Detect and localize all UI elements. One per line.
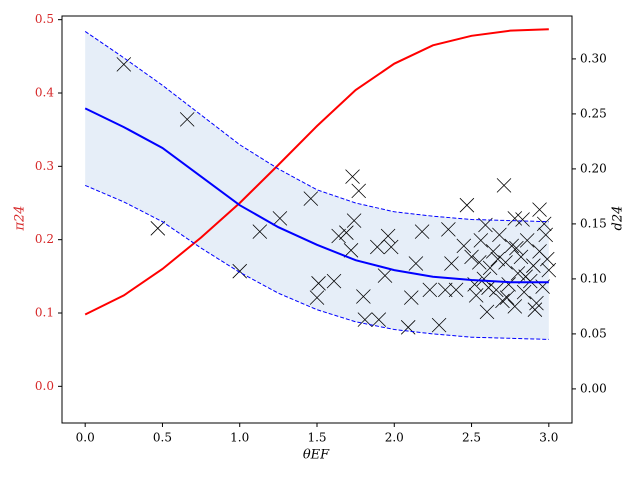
scatter-point	[464, 249, 479, 265]
scatter-point	[496, 178, 512, 193]
scatter-point	[431, 317, 447, 333]
scatter-point	[479, 304, 495, 320]
scatter-point	[481, 280, 496, 295]
x-tick-label: 2.0	[385, 431, 404, 445]
y2-tick-label: 0.30	[580, 51, 607, 65]
y-tick-label: 0.0	[35, 379, 54, 393]
scatter-point	[345, 169, 360, 184]
scatter-point	[150, 221, 166, 236]
scatter-point	[309, 290, 325, 305]
scatter-point	[383, 239, 399, 255]
scatter-point	[504, 238, 520, 254]
line	[84, 28, 549, 316]
scatter-point	[311, 276, 326, 291]
bound-line	[84, 184, 549, 340]
scatter-point	[519, 233, 535, 248]
x-tick-label: 1.5	[307, 431, 326, 445]
scatter-point	[272, 211, 288, 226]
x-tick-label: 0.0	[76, 431, 95, 445]
y2-axis-label: d24	[611, 206, 626, 231]
scatter-point	[414, 224, 430, 239]
line	[84, 107, 549, 284]
scatter-point	[482, 260, 498, 276]
scatter-point	[179, 112, 195, 127]
scatter-point	[339, 225, 354, 240]
confidence-band	[85, 31, 549, 340]
scatter-point	[377, 268, 393, 283]
y-tick-label: 0.1	[35, 306, 54, 320]
y2-tick-label: 0.00	[580, 381, 607, 395]
bound-line	[84, 30, 549, 223]
y2-tick-label: 0.20	[580, 161, 607, 175]
scatter-point	[485, 244, 501, 259]
scatter-point	[510, 266, 526, 281]
y-tick-label: 0.3	[35, 159, 54, 173]
x-tick-label: 1.0	[230, 431, 249, 445]
scatter-point	[532, 202, 547, 217]
scatter-point	[448, 282, 464, 298]
scatter-point	[437, 282, 453, 298]
x-tick-label: 2.5	[462, 431, 481, 445]
scatter-point	[515, 212, 530, 227]
scatter-point	[252, 224, 268, 239]
y-axis-label: π24	[13, 205, 28, 231]
scatter-point	[501, 277, 516, 292]
y-tick-label: 0.2	[35, 232, 54, 246]
scatter-point	[476, 271, 492, 287]
y2-tick-label: 0.10	[580, 271, 607, 285]
scatter-point	[516, 284, 532, 300]
scatter-point	[369, 239, 385, 255]
scatter-point	[232, 263, 248, 279]
scatter-point	[459, 197, 475, 213]
scatter-point	[456, 238, 472, 254]
scatter-point	[509, 240, 524, 256]
x-tick-label: 3.0	[539, 431, 558, 445]
x-tick-label: 0.5	[153, 431, 172, 445]
scatter-point	[488, 282, 504, 298]
scatter-point	[527, 302, 543, 317]
y-tick-label: 0.5	[35, 12, 54, 26]
scatter-point	[490, 251, 506, 267]
scatter-point	[116, 57, 132, 72]
y2-tick-label: 0.25	[580, 106, 607, 120]
scatter-point	[444, 256, 459, 271]
y-tick-label: 0.4	[35, 86, 54, 100]
y2-tick-label: 0.15	[580, 216, 607, 230]
scatter-point	[513, 249, 529, 265]
scatter-point	[356, 289, 371, 304]
scatter-point	[495, 293, 510, 309]
scatter-point	[371, 312, 387, 327]
scatter-point	[403, 290, 419, 305]
scatter-point	[326, 273, 342, 289]
scatter-point	[343, 243, 359, 258]
scatter-point	[539, 251, 555, 267]
scatter-point	[441, 222, 456, 237]
scatter-point	[499, 290, 515, 305]
scatter-point	[408, 256, 424, 271]
scatter-point	[529, 295, 544, 311]
y2-tick-label: 0.05	[580, 326, 607, 340]
scatter-point	[331, 228, 346, 244]
scatter-point	[507, 299, 523, 314]
scatter-point	[346, 213, 362, 228]
scatter-point	[422, 282, 438, 298]
scatter-point	[351, 183, 367, 199]
scatter-point	[536, 216, 552, 232]
scatter-point	[471, 255, 487, 270]
scatter-point	[473, 233, 489, 248]
scatter-point	[492, 227, 507, 243]
scatter-point	[526, 258, 541, 273]
scatter-point	[303, 191, 319, 206]
x-axis-label: θEF	[303, 448, 330, 463]
scatter-point	[498, 255, 513, 270]
